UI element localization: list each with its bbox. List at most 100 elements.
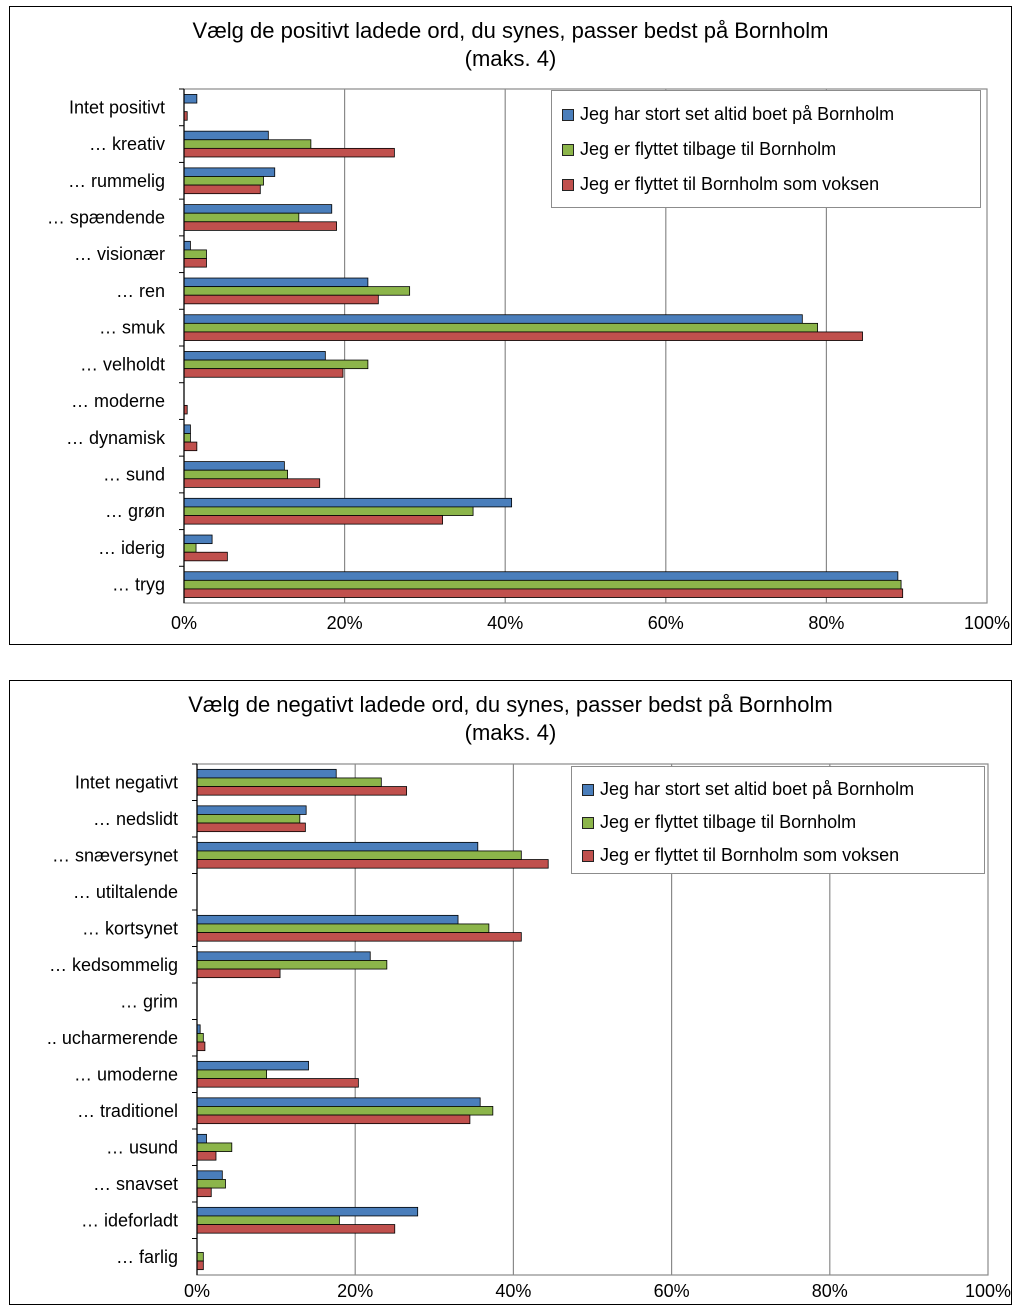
bar	[197, 823, 305, 832]
bar	[184, 360, 368, 369]
bar	[184, 369, 343, 378]
bar	[197, 1179, 225, 1188]
bar	[197, 1252, 203, 1261]
bar	[197, 1152, 216, 1161]
bar	[197, 860, 548, 869]
bar	[184, 222, 337, 231]
bar	[197, 778, 381, 787]
bar	[184, 442, 197, 451]
bar	[184, 425, 190, 434]
legend-label: Jeg er flyttet tilbage til Bornholm	[580, 139, 836, 160]
bar	[197, 960, 387, 969]
category-label: … velholdt	[80, 354, 165, 374]
x-tick-label: 80%	[812, 1281, 848, 1301]
bar	[197, 969, 280, 978]
legend-label: Jeg er flyttet til Bornholm som voksen	[600, 845, 899, 866]
bar	[184, 168, 275, 177]
bar	[197, 1171, 222, 1180]
category-label: .. ucharmerende	[47, 1028, 178, 1048]
bar	[197, 952, 370, 961]
bar	[197, 924, 489, 933]
category-label: … traditionel	[77, 1101, 178, 1121]
x-tick-label: 0%	[171, 613, 197, 633]
bar	[197, 769, 336, 778]
bar	[197, 1188, 211, 1197]
bar	[184, 278, 368, 287]
category-label: … iderig	[98, 538, 165, 558]
category-label: … moderne	[71, 391, 165, 411]
bar	[197, 1261, 203, 1270]
bar	[197, 1225, 395, 1234]
x-tick-label: 40%	[495, 1281, 531, 1301]
bar	[184, 140, 311, 149]
bar	[184, 470, 288, 479]
category-label: Intet negativt	[75, 772, 178, 792]
bar	[184, 589, 903, 598]
bar	[184, 287, 410, 296]
x-tick-label: 40%	[487, 613, 523, 633]
category-label: … tryg	[112, 575, 165, 595]
bar	[184, 479, 320, 488]
x-tick-label: 0%	[184, 1281, 210, 1301]
bar	[184, 351, 325, 360]
bar	[184, 516, 443, 525]
bar	[184, 259, 206, 268]
bar	[184, 544, 196, 553]
legend-swatch-blue	[562, 109, 574, 121]
bar	[184, 176, 263, 185]
bar	[184, 580, 901, 589]
legend-entry: Jeg har stort set altid boet på Bornholm	[582, 773, 974, 806]
bar	[197, 1134, 206, 1143]
category-label: … nedslidt	[93, 809, 178, 829]
category-label: … usund	[106, 1137, 178, 1157]
bar	[197, 1061, 309, 1070]
bar	[184, 433, 190, 442]
category-label: … kreativ	[89, 134, 165, 154]
legend-label: Jeg har stort set altid boet på Bornholm	[600, 779, 914, 800]
bar	[184, 332, 863, 341]
bar	[184, 323, 818, 332]
category-label: … kortsynet	[82, 918, 178, 938]
category-label: … farlig	[116, 1247, 178, 1267]
x-tick-label: 20%	[327, 613, 363, 633]
bar	[184, 185, 260, 194]
bar	[197, 1115, 470, 1124]
category-label: … ideforladt	[81, 1210, 178, 1230]
legend-swatch-blue	[582, 784, 594, 796]
bar	[197, 1079, 358, 1088]
bar	[197, 1143, 232, 1152]
category-label: … dynamisk	[66, 428, 166, 448]
chart-positive-words: Vælg de positivt ladede ord, du synes, p…	[9, 6, 1012, 645]
bar	[184, 148, 394, 157]
category-label: … grim	[120, 991, 178, 1011]
bar	[184, 507, 473, 516]
x-tick-label: 60%	[648, 613, 684, 633]
bar	[197, 1070, 267, 1079]
category-label: … umoderne	[74, 1064, 178, 1084]
legend-entry: Jeg har stort set altid boet på Bornholm	[562, 97, 970, 132]
category-label: … sund	[103, 465, 165, 485]
bar	[184, 295, 378, 304]
bar	[184, 241, 190, 250]
legend-swatch-red	[582, 850, 594, 862]
legend-swatch-green	[562, 144, 574, 156]
bar	[184, 94, 197, 103]
chart-negative-words: Vælg de negativt ladede ord, du synes, p…	[9, 680, 1012, 1305]
bar	[184, 131, 268, 140]
category-label: … smuk	[99, 318, 166, 338]
chart-legend: Jeg har stort set altid boet på Bornholm…	[571, 766, 985, 874]
category-label: … utiltalende	[73, 882, 178, 902]
bar	[197, 1098, 480, 1107]
legend-entry: Jeg er flyttet til Bornholm som voksen	[562, 167, 970, 202]
x-tick-label: 100%	[964, 613, 1010, 633]
category-label: … kedsommelig	[49, 955, 178, 975]
category-label: … snæversynet	[52, 845, 178, 865]
bar	[197, 1216, 339, 1225]
bar	[197, 933, 521, 942]
category-label: … rummelig	[68, 171, 165, 191]
legend-label: Jeg er flyttet tilbage til Bornholm	[600, 812, 856, 833]
legend-entry: Jeg er flyttet tilbage til Bornholm	[562, 132, 970, 167]
x-tick-label: 100%	[965, 1281, 1011, 1301]
category-label: … visionær	[74, 244, 165, 264]
bar	[197, 787, 407, 796]
